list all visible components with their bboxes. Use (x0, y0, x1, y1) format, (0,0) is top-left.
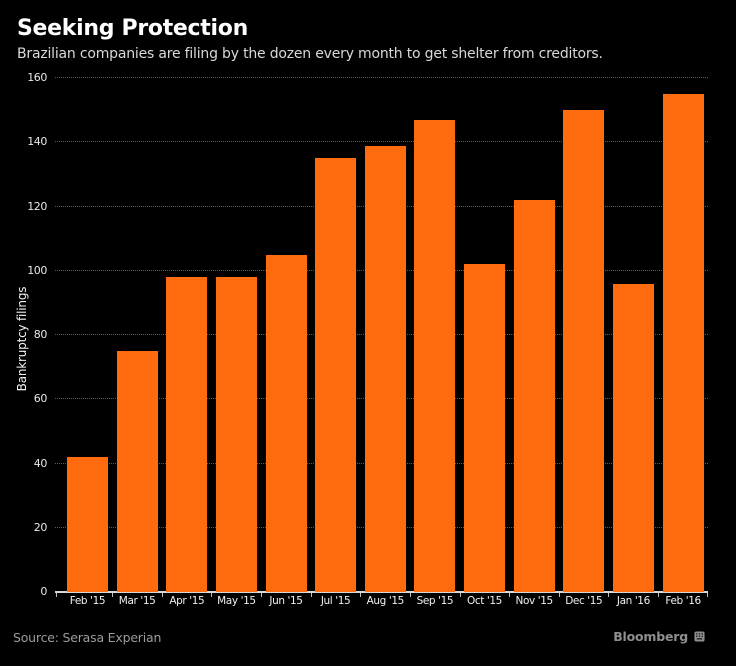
x-axis-tick (558, 593, 560, 597)
x-tick-label: Dec '15 (565, 595, 603, 607)
x-tick-label: Feb '16 (665, 595, 701, 607)
y-tick-label: 100 (27, 263, 47, 277)
x-tick-label: Oct '15 (467, 595, 502, 607)
x-tick-label: May '15 (217, 595, 256, 607)
bloomberg-wordmark: Bloomberg (613, 629, 688, 644)
x-axis-tick (211, 593, 213, 597)
x-tick-label: Aug '15 (366, 595, 405, 607)
bar (464, 264, 505, 592)
x-tick-label: Jan '16 (616, 595, 650, 607)
bar (116, 351, 158, 592)
y-tick-label: 140 (27, 135, 47, 149)
chart-title: Seeking Protection (17, 16, 248, 41)
x-axis-tick (707, 593, 708, 597)
bar (563, 110, 605, 592)
y-tick-label: 160 (27, 71, 47, 84)
x-axis-tick (658, 593, 660, 597)
y-tick-label: 20 (33, 520, 48, 534)
x-tick-label: Feb '15 (69, 595, 106, 607)
gridline (55, 77, 708, 78)
x-tick-label: Sep '15 (416, 595, 454, 607)
bar (414, 119, 456, 592)
x-axis-tick (409, 593, 411, 597)
x-tick-label: Apr '15 (169, 595, 205, 607)
x-axis-tick (261, 593, 262, 597)
bar (67, 457, 108, 592)
x-axis-tick (509, 593, 511, 597)
x-tick-label: Nov '15 (515, 595, 554, 607)
bar (215, 277, 257, 592)
bar (612, 283, 654, 592)
x-axis-tick (56, 593, 57, 597)
bar (315, 158, 357, 592)
x-axis-tick (310, 593, 312, 597)
bar (265, 254, 307, 592)
y-tick-label: 120 (27, 199, 47, 213)
x-tick-label: Jun '15 (269, 595, 303, 607)
x-axis-tick (459, 593, 461, 597)
bar (364, 145, 406, 592)
bloomberg-credit: Bloomberg (613, 629, 705, 644)
chart-subtitle: Brazilian companies are filing by the do… (17, 46, 603, 62)
x-axis-line (55, 591, 708, 593)
x-axis-tick (360, 593, 362, 597)
y-tick-label: 60 (33, 392, 48, 406)
y-tick-label: 0 (40, 585, 47, 598)
x-axis-tick (608, 593, 610, 597)
bloomberg-terminal-icon (694, 631, 705, 642)
x-axis-tick (112, 593, 114, 597)
x-tick-label: Mar '15 (118, 595, 156, 607)
bar (662, 94, 704, 592)
bar (513, 200, 555, 592)
x-tick-label: Jul '15 (320, 595, 351, 607)
gridline (55, 141, 708, 143)
y-tick-label: 80 (33, 328, 48, 341)
bar (166, 277, 208, 592)
source-credit: Source: Serasa Experian (13, 630, 162, 645)
x-axis-tick (161, 593, 163, 597)
y-tick-label: 40 (33, 456, 48, 470)
